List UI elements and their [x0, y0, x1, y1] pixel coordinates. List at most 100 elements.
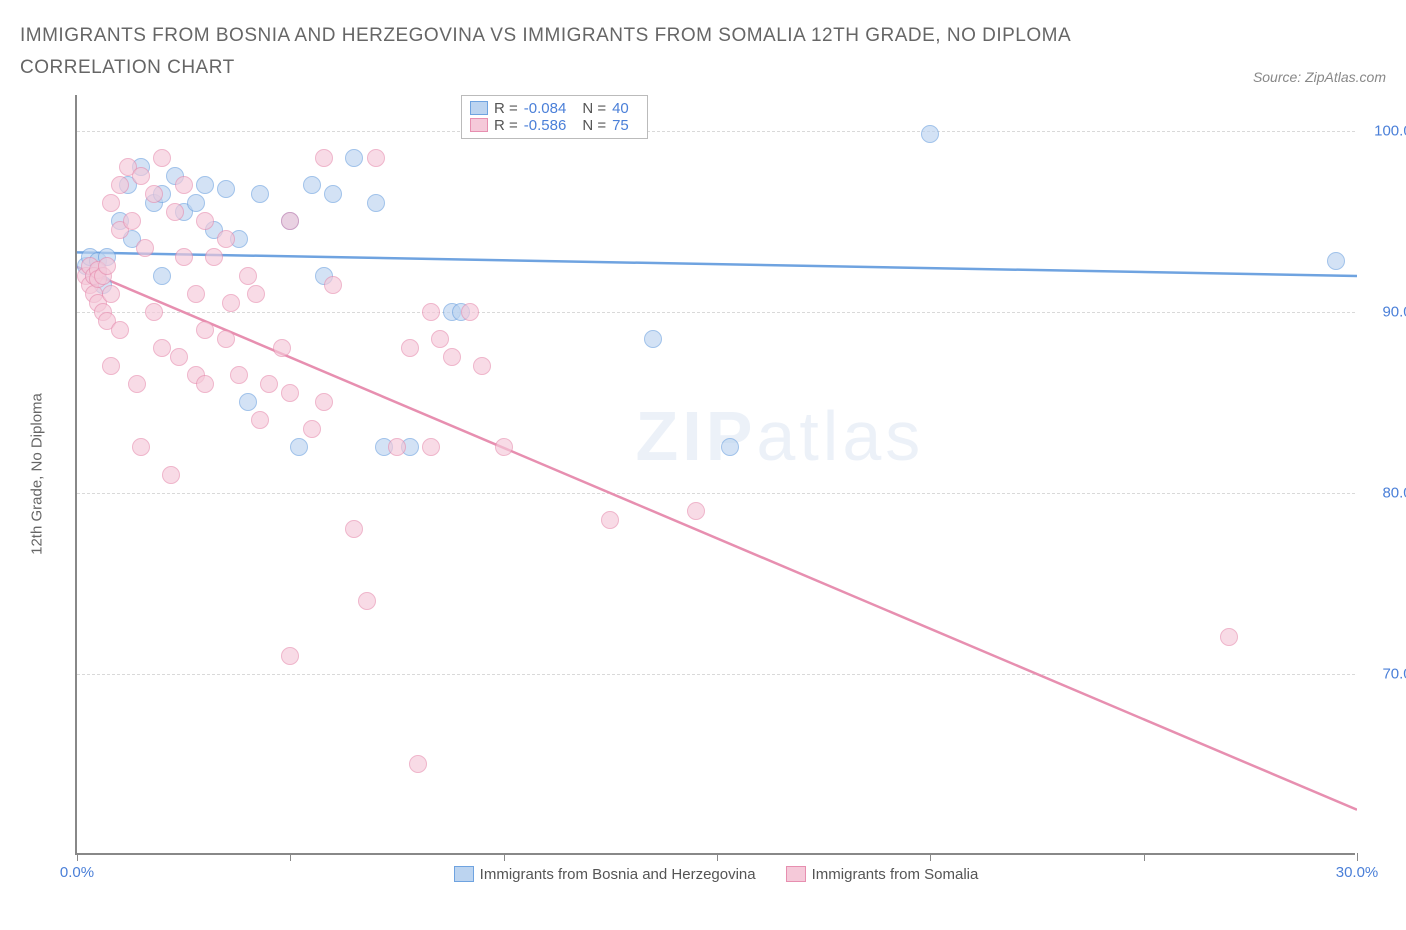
point-somalia — [175, 176, 193, 194]
point-somalia — [175, 248, 193, 266]
legend-label-bosnia: Immigrants from Bosnia and Herzegovina — [480, 866, 756, 883]
stats-box: R =-0.084N =40R =-0.586N =75 — [461, 95, 648, 139]
y-tick-label: 100.0% — [1365, 122, 1406, 139]
point-somalia — [128, 375, 146, 393]
point-somalia — [196, 212, 214, 230]
n-value-bosnia: 40 — [612, 100, 629, 117]
point-somalia — [111, 321, 129, 339]
legend-item-bosnia: Immigrants from Bosnia and Herzegovina — [454, 866, 756, 883]
point-somalia — [281, 647, 299, 665]
point-somalia — [102, 194, 120, 212]
point-somalia — [601, 511, 619, 529]
point-somalia — [358, 592, 376, 610]
regression-line-bosnia — [77, 252, 1357, 276]
regression-lines — [77, 95, 1357, 855]
point-bosnia — [187, 194, 205, 212]
point-somalia — [281, 384, 299, 402]
point-somalia — [217, 330, 235, 348]
point-bosnia — [644, 330, 662, 348]
chart-title: IMMIGRANTS FROM BOSNIA AND HERZEGOVINA V… — [20, 20, 1120, 85]
point-somalia — [422, 438, 440, 456]
gridline — [77, 674, 1355, 675]
point-somalia — [239, 267, 257, 285]
point-somalia — [281, 212, 299, 230]
point-bosnia — [345, 149, 363, 167]
point-somalia — [222, 294, 240, 312]
point-somalia — [409, 755, 427, 773]
point-somalia — [303, 420, 321, 438]
point-somalia — [495, 438, 513, 456]
y-tick-label: 80.0% — [1365, 484, 1406, 501]
point-somalia — [217, 230, 235, 248]
point-bosnia — [721, 438, 739, 456]
point-somalia — [251, 411, 269, 429]
point-somalia — [315, 393, 333, 411]
point-somalia — [431, 330, 449, 348]
point-somalia — [1220, 628, 1238, 646]
n-value-somalia: 75 — [612, 117, 629, 134]
point-somalia — [461, 303, 479, 321]
x-tick — [1144, 853, 1145, 861]
point-somalia — [247, 285, 265, 303]
x-tick — [504, 853, 505, 861]
point-somalia — [162, 466, 180, 484]
x-tick — [290, 853, 291, 861]
point-somalia — [187, 285, 205, 303]
point-bosnia — [324, 185, 342, 203]
stats-row-somalia: R =-0.586N =75 — [470, 117, 639, 134]
y-tick-label: 70.0% — [1365, 665, 1406, 682]
point-bosnia — [239, 393, 257, 411]
point-somalia — [145, 185, 163, 203]
x-tick — [930, 853, 931, 861]
point-bosnia — [196, 176, 214, 194]
y-axis-label: 12th Grade, No Diploma — [29, 393, 46, 555]
point-somalia — [324, 276, 342, 294]
point-bosnia — [921, 125, 939, 143]
x-tick — [77, 853, 78, 861]
point-somalia — [315, 149, 333, 167]
legend-swatch-bosnia — [454, 866, 474, 882]
point-somalia — [123, 212, 141, 230]
point-somalia — [345, 520, 363, 538]
point-bosnia — [1327, 252, 1345, 270]
source-label: Source: ZipAtlas.com — [1253, 69, 1386, 85]
x-tick — [717, 853, 718, 861]
r-value-bosnia: -0.084 — [524, 100, 567, 117]
x-tick — [1357, 853, 1358, 861]
point-somalia — [687, 502, 705, 520]
point-somalia — [443, 348, 461, 366]
n-label: N = — [582, 117, 606, 134]
point-bosnia — [251, 185, 269, 203]
point-somalia — [473, 357, 491, 375]
point-somalia — [230, 366, 248, 384]
point-somalia — [136, 239, 154, 257]
point-somalia — [132, 167, 150, 185]
point-bosnia — [303, 176, 321, 194]
legend-label-somalia: Immigrants from Somalia — [812, 866, 979, 883]
swatch-bosnia — [470, 101, 488, 115]
regression-line-somalia — [77, 266, 1357, 809]
point-somalia — [196, 321, 214, 339]
watermark: ZIPatlas — [636, 396, 925, 476]
gridline — [77, 131, 1355, 132]
point-somalia — [205, 248, 223, 266]
legend-item-somalia: Immigrants from Somalia — [786, 866, 979, 883]
point-somalia — [102, 285, 120, 303]
point-bosnia — [367, 194, 385, 212]
point-somalia — [170, 348, 188, 366]
point-somalia — [422, 303, 440, 321]
point-somalia — [273, 339, 291, 357]
point-somalia — [153, 339, 171, 357]
legend: Immigrants from Bosnia and Herzegovina Im… — [77, 866, 1355, 883]
point-somalia — [401, 339, 419, 357]
gridline — [77, 312, 1355, 313]
point-bosnia — [217, 180, 235, 198]
point-somalia — [98, 257, 116, 275]
point-somalia — [196, 375, 214, 393]
r-label: R = — [494, 100, 518, 117]
point-somalia — [166, 203, 184, 221]
point-bosnia — [290, 438, 308, 456]
n-label: N = — [582, 100, 606, 117]
r-value-somalia: -0.586 — [524, 117, 567, 134]
point-somalia — [260, 375, 278, 393]
